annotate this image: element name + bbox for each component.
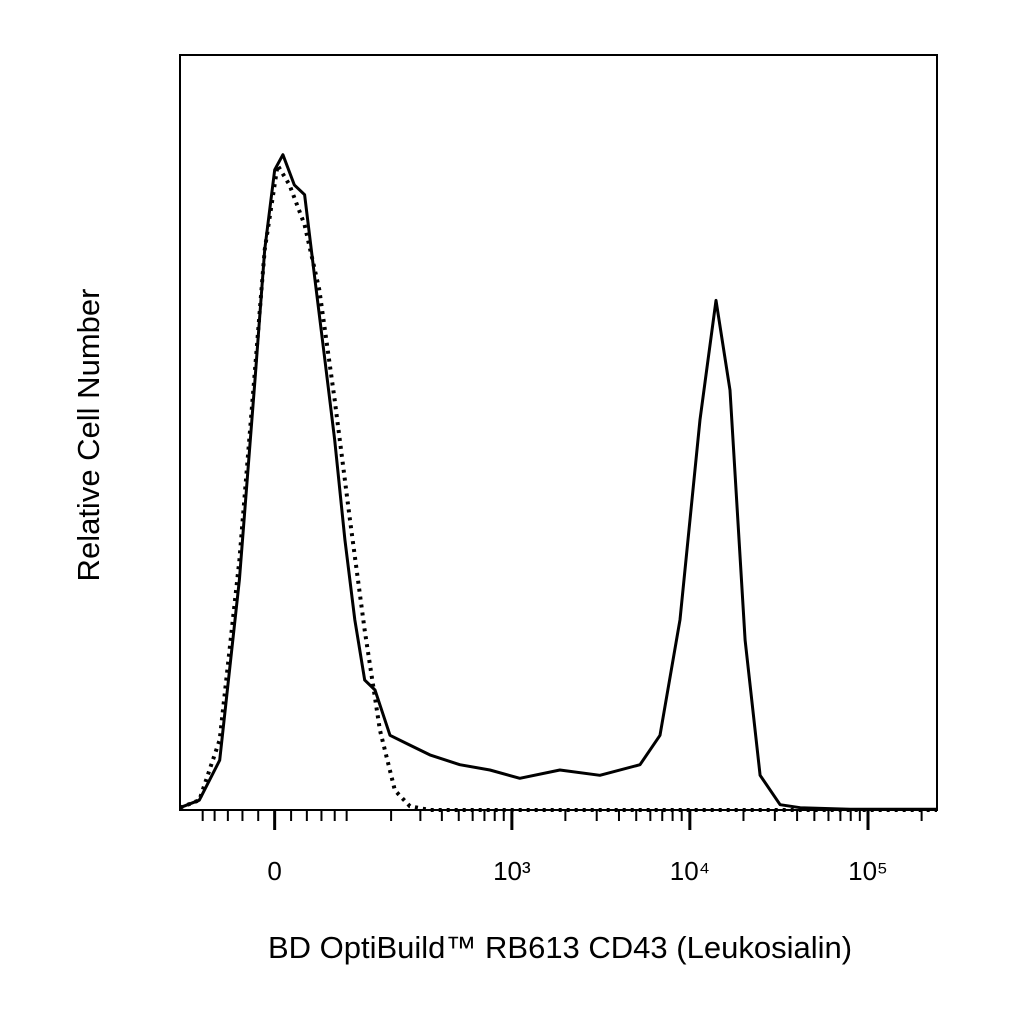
- x-tick-label: 0: [267, 856, 281, 886]
- x-tick-label: 10⁴: [670, 856, 710, 886]
- x-axis-label: BD OptiBuild™ RB613 CD43 (Leukosialin): [268, 930, 852, 965]
- x-tick-label: 10³: [493, 856, 531, 886]
- y-axis-label: Relative Cell Number: [71, 289, 106, 582]
- plot-frame: [179, 54, 938, 811]
- histogram-line: [179, 163, 937, 812]
- x-tick-label: 10⁵: [848, 856, 888, 886]
- histogram-line: [179, 153, 937, 811]
